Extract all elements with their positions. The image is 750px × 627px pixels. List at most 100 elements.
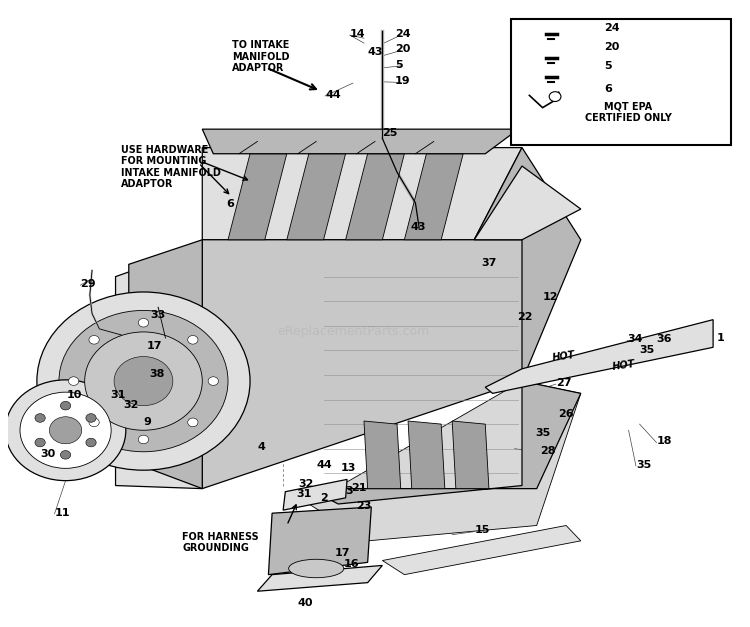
Circle shape bbox=[188, 418, 198, 426]
Text: 37: 37 bbox=[481, 258, 496, 268]
Text: 29: 29 bbox=[80, 279, 96, 289]
Polygon shape bbox=[474, 147, 580, 381]
Text: 44: 44 bbox=[317, 460, 333, 470]
Polygon shape bbox=[346, 154, 404, 240]
Text: 12: 12 bbox=[542, 292, 558, 302]
Circle shape bbox=[209, 377, 218, 386]
Polygon shape bbox=[228, 154, 286, 240]
Polygon shape bbox=[202, 129, 518, 154]
Text: 31: 31 bbox=[296, 489, 312, 499]
Text: 20: 20 bbox=[394, 45, 410, 55]
Text: 1: 1 bbox=[717, 333, 724, 343]
Text: 3: 3 bbox=[346, 486, 353, 496]
Text: 24: 24 bbox=[394, 29, 410, 39]
Circle shape bbox=[86, 414, 96, 422]
Text: 33: 33 bbox=[150, 310, 165, 320]
Circle shape bbox=[114, 357, 172, 406]
Polygon shape bbox=[404, 154, 464, 240]
Circle shape bbox=[549, 92, 561, 102]
Text: 5: 5 bbox=[394, 60, 403, 70]
Text: 26: 26 bbox=[558, 409, 574, 419]
Text: 31: 31 bbox=[110, 389, 126, 399]
Text: FOR HARNESS
GROUNDING: FOR HARNESS GROUNDING bbox=[182, 532, 259, 553]
Text: 15: 15 bbox=[474, 525, 490, 535]
Circle shape bbox=[61, 401, 70, 410]
Circle shape bbox=[138, 435, 148, 444]
Text: 36: 36 bbox=[656, 334, 672, 344]
Text: 28: 28 bbox=[540, 446, 555, 456]
Text: 13: 13 bbox=[340, 463, 356, 473]
Polygon shape bbox=[309, 381, 580, 504]
Circle shape bbox=[89, 335, 99, 344]
Circle shape bbox=[188, 335, 198, 344]
Circle shape bbox=[37, 292, 250, 470]
Text: USE HARDWARE
FOR MOUNTING
INTAKE MANIFOLD
ADAPTOR: USE HARDWARE FOR MOUNTING INTAKE MANIFOL… bbox=[122, 144, 221, 189]
Polygon shape bbox=[382, 525, 580, 574]
Text: 17: 17 bbox=[146, 341, 162, 351]
Text: TO INTAKE
MANIFOLD
ADAPTOR: TO INTAKE MANIFOLD ADAPTOR bbox=[232, 40, 290, 73]
Text: 34: 34 bbox=[627, 334, 643, 344]
Text: 24: 24 bbox=[604, 23, 620, 33]
Polygon shape bbox=[129, 240, 203, 488]
Text: 11: 11 bbox=[55, 508, 70, 517]
Circle shape bbox=[59, 310, 228, 451]
Text: 32: 32 bbox=[123, 400, 138, 410]
Text: 5: 5 bbox=[604, 61, 612, 71]
Text: 22: 22 bbox=[517, 312, 532, 322]
Circle shape bbox=[86, 438, 96, 447]
Text: 43: 43 bbox=[410, 223, 426, 233]
Text: 40: 40 bbox=[297, 598, 313, 608]
Text: 2: 2 bbox=[320, 493, 328, 503]
Polygon shape bbox=[452, 421, 489, 488]
Text: 44: 44 bbox=[325, 90, 340, 100]
Text: 21: 21 bbox=[352, 483, 367, 493]
Text: 6: 6 bbox=[226, 199, 235, 209]
Polygon shape bbox=[364, 421, 401, 488]
Ellipse shape bbox=[289, 559, 344, 577]
Text: 6: 6 bbox=[604, 83, 612, 93]
Text: 10: 10 bbox=[67, 389, 82, 399]
Polygon shape bbox=[309, 381, 580, 541]
Circle shape bbox=[35, 438, 45, 447]
Text: MQT EPA
CERTIFIED ONLY: MQT EPA CERTIFIED ONLY bbox=[585, 102, 672, 123]
Polygon shape bbox=[284, 480, 347, 510]
Polygon shape bbox=[474, 166, 580, 240]
Polygon shape bbox=[116, 246, 202, 488]
Circle shape bbox=[68, 377, 79, 386]
Text: 27: 27 bbox=[556, 378, 572, 388]
Text: 18: 18 bbox=[656, 436, 672, 446]
Text: 20: 20 bbox=[604, 43, 619, 53]
Text: HOT: HOT bbox=[612, 359, 636, 372]
Text: 9: 9 bbox=[143, 417, 152, 427]
Text: 25: 25 bbox=[382, 129, 398, 139]
Text: 23: 23 bbox=[356, 501, 371, 511]
Text: 38: 38 bbox=[149, 369, 165, 379]
Circle shape bbox=[89, 418, 99, 426]
Circle shape bbox=[20, 392, 111, 468]
Circle shape bbox=[85, 332, 203, 430]
Polygon shape bbox=[286, 154, 346, 240]
Circle shape bbox=[50, 417, 82, 444]
Polygon shape bbox=[257, 566, 382, 591]
Circle shape bbox=[35, 414, 45, 422]
Text: HOT: HOT bbox=[551, 350, 575, 363]
Text: 32: 32 bbox=[298, 479, 314, 489]
Polygon shape bbox=[202, 240, 522, 488]
Text: 43: 43 bbox=[368, 48, 383, 57]
Circle shape bbox=[5, 380, 126, 481]
Text: 4: 4 bbox=[257, 442, 265, 452]
Polygon shape bbox=[408, 421, 445, 488]
Polygon shape bbox=[202, 147, 522, 240]
Text: 14: 14 bbox=[350, 29, 366, 39]
Text: 19: 19 bbox=[394, 76, 410, 87]
Polygon shape bbox=[485, 320, 713, 393]
Text: 35: 35 bbox=[536, 428, 550, 438]
Circle shape bbox=[138, 319, 148, 327]
Text: 16: 16 bbox=[344, 559, 359, 569]
Text: eReplacementParts.com: eReplacementParts.com bbox=[277, 325, 429, 339]
Text: 30: 30 bbox=[40, 448, 55, 458]
Text: 35: 35 bbox=[636, 460, 651, 470]
Circle shape bbox=[61, 451, 70, 459]
Polygon shape bbox=[268, 507, 371, 574]
Text: 17: 17 bbox=[334, 547, 350, 557]
